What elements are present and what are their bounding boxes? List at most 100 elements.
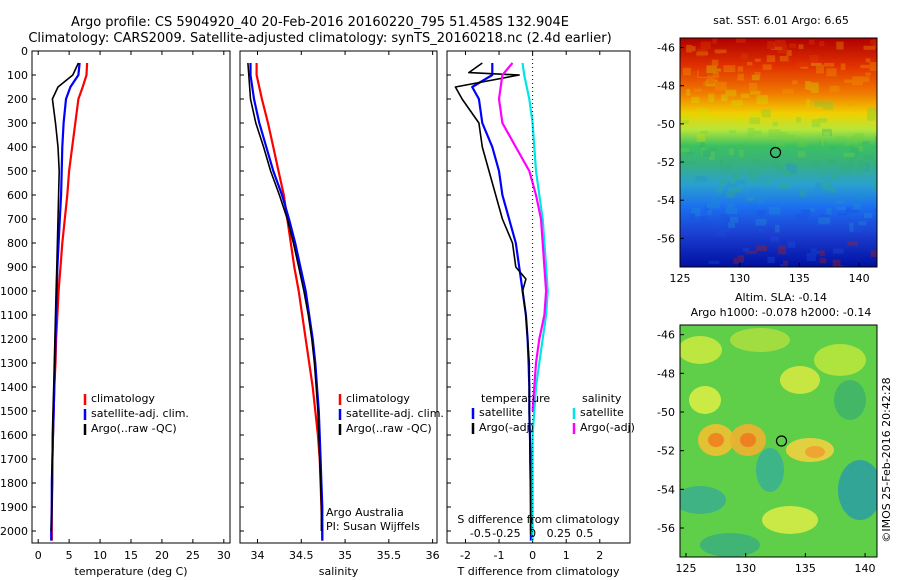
sst-texture-cell	[737, 66, 744, 72]
sst-texture-cell	[697, 70, 709, 78]
y-tick-label: 1300	[0, 357, 28, 370]
sst-texture-cell	[823, 62, 835, 67]
sst-texture-cell	[860, 162, 870, 171]
sst-texture-cell	[850, 137, 855, 142]
temperature-panel: 0 5 10 15 20 25 300100200300400500600700800900…	[0, 45, 231, 578]
sst-texture-cell	[875, 135, 877, 144]
sst-texture-cell	[851, 226, 863, 233]
sst-texture-cell	[795, 189, 801, 193]
sst-texture-cell	[797, 151, 806, 158]
x-tick-label: 130	[729, 272, 750, 285]
differences-xlabel: T difference from climatology	[457, 565, 620, 578]
sst-texture-cell	[836, 206, 846, 211]
sst-texture-cell	[864, 212, 873, 218]
series-line	[497, 62, 548, 412]
sla-map-frame	[679, 324, 878, 558]
sst-texture-cell	[709, 147, 718, 152]
sst-texture-cell	[783, 170, 791, 176]
sst-texture-cell	[873, 98, 877, 104]
sst-texture-cell	[820, 182, 831, 190]
x-tick-label: 0	[35, 549, 42, 562]
sst-texture-cell	[843, 152, 855, 158]
sst-texture-cell	[771, 42, 783, 51]
sla-blob	[680, 486, 726, 514]
salinity-xlabel: salinity	[319, 565, 359, 578]
sst-texture-cell	[685, 151, 695, 155]
sst-texture-cell	[835, 200, 845, 204]
sst-texture-cell	[826, 158, 836, 165]
sst-texture-cell	[819, 140, 826, 146]
sst-texture-cell	[702, 150, 711, 157]
x-tick-label: 2	[596, 549, 603, 562]
sst-texture-cell	[731, 100, 743, 106]
sst-texture-cell	[874, 208, 877, 213]
sst-texture-cell	[737, 73, 744, 81]
sst-texture-cell	[706, 203, 719, 209]
sst-texture-cell	[686, 89, 691, 96]
legend-label: satellite	[479, 406, 523, 419]
sst-texture-cell	[837, 212, 848, 217]
sst-texture-cell	[819, 41, 825, 47]
series-line	[255, 63, 324, 541]
y-tick-label: 0	[21, 45, 28, 58]
sst-texture-cell	[822, 128, 832, 137]
sst-texture-cell	[832, 259, 841, 267]
sst-texture-cell	[767, 256, 775, 264]
sst-texture-cell	[724, 216, 730, 225]
sst-texture-cell	[864, 155, 875, 161]
sst-texture-cell	[704, 219, 711, 223]
sst-texture-cell	[853, 136, 858, 145]
sst-texture-cell	[762, 64, 772, 70]
x-tick-label: 30	[217, 549, 231, 562]
sst-texture-cell	[697, 48, 708, 56]
sst-texture-cell	[805, 208, 816, 212]
y-tick-label: 300	[7, 117, 28, 130]
sst-texture-cell	[712, 38, 718, 44]
sst-texture-cell	[809, 55, 819, 63]
sst-texture-cell	[823, 132, 830, 137]
sst-texture-cell	[809, 82, 819, 91]
sla-blob	[700, 533, 760, 557]
sst-texture-cell	[749, 117, 760, 125]
sst-texture-cell	[696, 133, 706, 142]
sla-blob	[780, 366, 820, 394]
sst-texture-cell	[762, 109, 771, 118]
sst-texture-cell	[869, 62, 877, 71]
sst-texture-cell	[725, 89, 737, 97]
sst-texture-cell	[870, 220, 877, 226]
sst-texture-cell	[711, 59, 719, 66]
x-tick-label: 35	[338, 549, 352, 562]
sst-texture-cell	[733, 173, 740, 183]
sst-texture-cell	[696, 53, 703, 57]
sst-texture-cell	[845, 141, 852, 146]
sst-texture-cell	[768, 207, 781, 215]
sst-texture-cell	[774, 40, 786, 47]
sst-texture-cell	[848, 153, 857, 161]
x-tick-label: 135	[795, 562, 816, 575]
sst-texture-cell	[756, 245, 768, 251]
sst-texture-cell	[738, 255, 745, 263]
y-tick-label: -54	[657, 194, 675, 207]
x-tick-label: 34.5	[289, 549, 314, 562]
sst-texture-cell	[754, 72, 761, 77]
y-tick-label: -48	[657, 80, 675, 93]
sst-texture-cell	[819, 214, 830, 219]
sst-texture-cell	[684, 160, 695, 165]
x-tick-label: 35.5	[377, 549, 402, 562]
sst-texture-cell	[700, 130, 708, 134]
sla-blobs	[680, 328, 877, 557]
sst-texture-cell	[835, 265, 843, 267]
y-tick-label: 1400	[0, 381, 28, 394]
sst-texture-cell	[870, 250, 877, 258]
sst-texture-cell	[691, 96, 700, 103]
sst-texture-cell	[839, 207, 852, 211]
y-tick-label: 200	[7, 93, 28, 106]
sst-texture-cell	[682, 67, 691, 76]
y-tick-label: 1100	[0, 309, 28, 322]
sst-texture-cell	[840, 63, 846, 71]
series-line	[50, 62, 80, 532]
sla-blob	[730, 328, 790, 352]
x-tick-label: 130	[735, 562, 756, 575]
sst-texture-cell	[774, 224, 780, 233]
